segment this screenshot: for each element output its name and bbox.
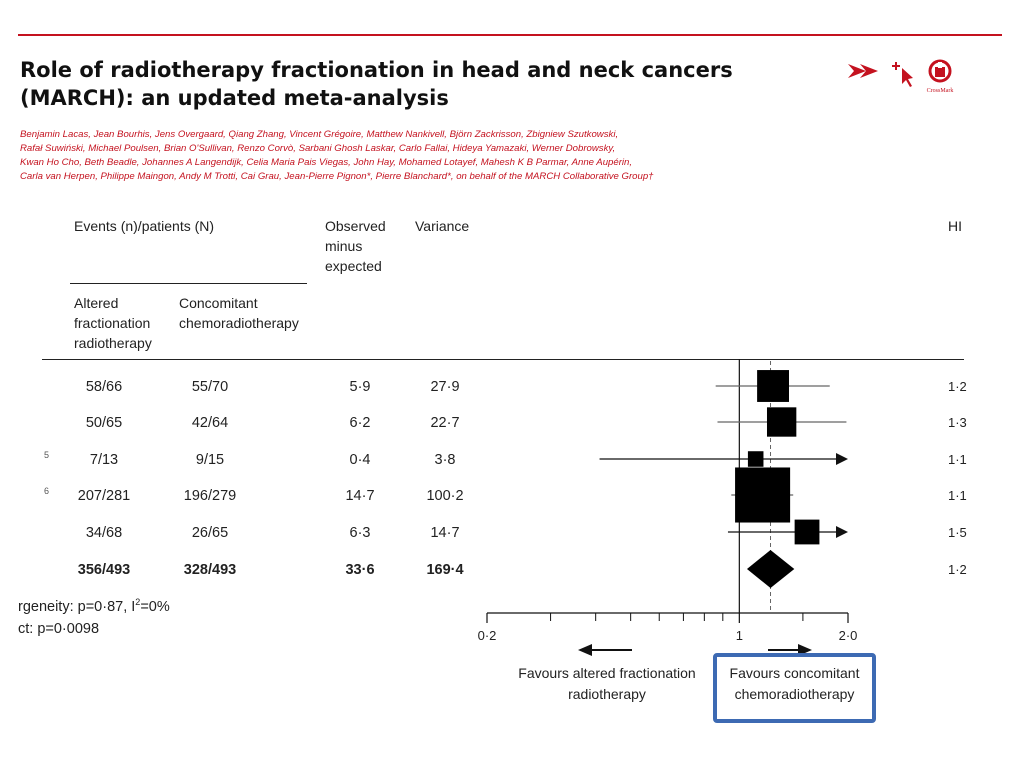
heterogeneity-text-suffix: =0% [140,598,170,615]
crossmark-logo-group[interactable]: CrossMark [846,56,976,96]
study-hr-square [735,467,791,523]
favours-concomitant-line: chemoradiotherapy [734,686,855,702]
study-hr-square [757,370,789,402]
favours-altered-line: Favours altered fractionation [518,665,696,681]
hr-value-fragment: 1·1 [948,488,967,503]
crossmark-icon [928,59,952,83]
events-header: Events (n)/patients (N) [74,218,215,234]
heterogeneity-test: rgeneity: p=0·87, I2=0% [18,597,170,615]
ci-arrow-right [836,453,848,465]
concomitant-chemoradiotherapy-header: Concomitant chemoradiotherapy [179,293,299,333]
paper-title-line-2: (MARCH): an updated meta-analysis [20,86,449,110]
heterogeneity-superscript: 2 [135,597,141,607]
author-line: Carla van Herpen, Philippe Maingon, Andy… [20,171,654,182]
variance-value: 14·7 [430,525,460,541]
row-left-fragment: 5 [44,450,50,460]
heterogeneity-text: rgeneity: p=0·87, I [18,598,136,615]
cursor-icon [892,62,913,87]
altered-header-line: Altered [74,295,119,311]
journal-logo-icon [848,64,878,78]
concomitant-events-total: 328/493 [183,562,237,578]
altered-events: 34/68 [85,525,123,541]
variance-value: 27·9 [430,379,460,395]
altered-events: 58/66 [85,379,123,395]
favours-concomitant-label: Favours concomitant chemoradiotherapy [713,663,876,705]
observed-minus-expected: 6·2 [349,415,371,431]
crossmark-label: CrossMark [927,88,954,94]
altered-events: 7/13 [89,452,119,468]
hr-value-fragment: 1·1 [948,452,967,467]
hr-value-fragment: 1·2 [948,562,967,577]
paper-title-line-1: Role of radiotherapy fractionation in he… [20,58,733,82]
observed-header-line: Observed [325,218,386,234]
concomitant-events: 55/70 [191,379,229,395]
hr-value-fragment: 1·5 [948,525,967,540]
author-list: Benjamin Lacas, Jean Bourhis, Jens Overg… [20,128,850,184]
x-axis-tick-label: 0·2 [478,628,497,643]
study-hr-square [747,451,764,467]
journal-top-rule [18,34,1002,36]
altered-fractionation-header: Altered fractionation radiotherapy [74,293,152,353]
favours-altered-label: Favours altered fractionation radiothera… [500,663,714,705]
author-line: Rafał Suwiński, Michael Poulsen, Brian O… [20,143,616,154]
favours-concomitant-line: Favours concomitant [729,665,860,681]
study-hr-square [766,407,797,437]
table-header-rule [42,359,964,360]
altered-header-line: fractionation [74,315,151,331]
concomitant-events: 9/15 [195,452,225,468]
row-left-fragment: 6 [44,486,50,496]
altered-events: 207/281 [77,488,131,504]
concomitant-header-line: chemoradiotherapy [179,315,299,331]
overall-effect-test: ct: p=0·0098 [18,621,100,637]
overall-hr-diamond [746,550,795,588]
concomitant-header-line: Concomitant [179,295,258,311]
observed-header-line: expected [325,258,382,274]
study-hr-square [794,519,820,545]
observed-minus-expected-total: 33·6 [345,562,375,578]
variance-total: 169·4 [426,562,464,578]
observed-minus-expected-header: Observed minus expected [325,216,386,276]
variance-value: 3·8 [434,452,456,468]
favours-concomitant-highlight-box [713,653,876,723]
events-header-rule [70,283,307,284]
x-axis-tick-label: 1 [736,628,743,643]
observed-header-line: minus [325,238,363,254]
favours-altered-line: radiotherapy [568,686,646,702]
hr-header-fragment: HI [948,218,962,234]
altered-header-line: radiotherapy [74,335,152,351]
hr-value-fragment: 1·3 [948,415,967,430]
variance-value: 22·7 [430,415,460,431]
author-line: Kwan Ho Cho, Beth Beadle, Johannes A Lan… [20,157,633,168]
paper-title: Role of radiotherapy fractionation in he… [20,56,840,112]
author-line: Benjamin Lacas, Jean Bourhis, Jens Overg… [20,129,619,140]
hr-value-fragment: 1·2 [948,379,967,394]
concomitant-events: 196/279 [183,488,237,504]
x-axis-tick-label: 2·0 [839,628,858,643]
observed-minus-expected: 5·9 [349,379,371,395]
variance-header: Variance [415,218,470,234]
concomitant-events: 42/64 [191,415,229,431]
observed-minus-expected: 0·4 [349,452,371,468]
concomitant-events: 26/65 [191,525,229,541]
observed-minus-expected: 6·3 [349,525,371,541]
observed-minus-expected: 14·7 [345,488,375,504]
ci-arrow-right [836,526,848,538]
favours-left-arrowhead [578,644,592,656]
altered-events-total: 356/493 [77,562,131,578]
altered-events: 50/65 [85,415,123,431]
variance-value: 100·2 [426,488,464,504]
